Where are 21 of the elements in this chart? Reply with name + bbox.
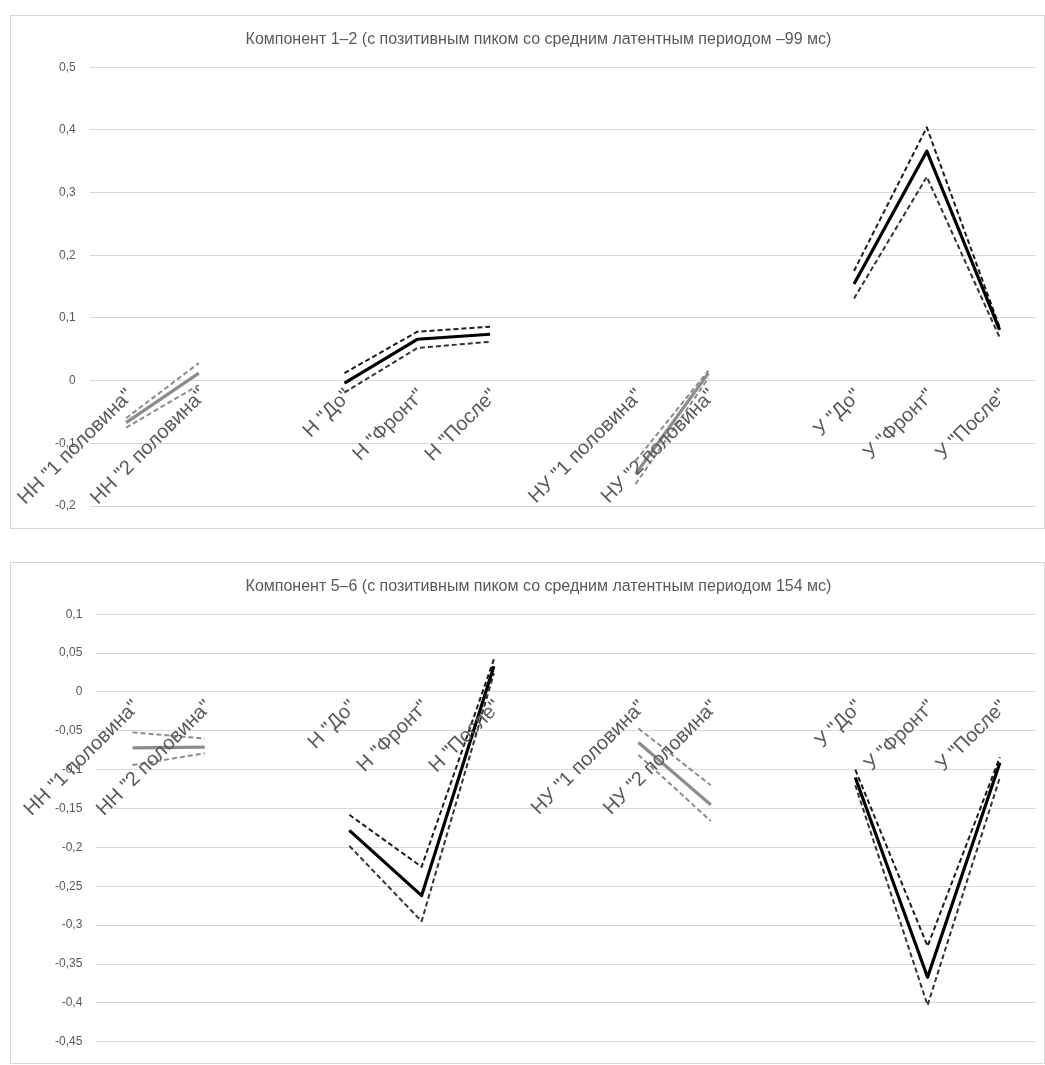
y-tick-label: 0,05 [58,645,83,660]
y-tick-label: -0,35 [54,956,83,971]
x-tick-label: У "До" [809,695,867,752]
chart-title: Компонент 5–6 (с позитивным пиком со средним латентным периодом 154 мс) [245,577,832,595]
y-tick-label: -0,2 [61,839,83,854]
y-tick-label: -0,25 [54,878,83,893]
y-tick-label: 0 [75,684,83,699]
y-tick-label: 0,3 [58,184,76,199]
x-tick-label: Н "До" [302,695,361,753]
chart-title: Компонент 1–2 (с позитивным пиком со средним латентным периодом –99 мс) [245,30,832,48]
y-tick-label: 0,1 [65,606,83,621]
y-tick-label: 0,4 [58,122,76,137]
y-tick-label: 0,1 [58,310,76,325]
y-tick-label: -0,45 [54,1034,83,1049]
y-tick-label: 0,5 [58,59,76,74]
y-tick-label: -0,2 [54,498,76,513]
y-tick-label: 0 [68,372,76,387]
y-tick-label: -0,15 [54,800,83,815]
y-tick-label: -0,3 [61,917,83,932]
y-tick-label: 0,2 [58,247,76,262]
y-tick-label: -0,4 [61,995,83,1010]
